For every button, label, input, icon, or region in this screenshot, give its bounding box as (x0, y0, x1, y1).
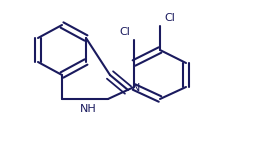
Text: Cl: Cl (119, 27, 130, 37)
Text: Cl: Cl (164, 13, 175, 23)
Text: N: N (132, 83, 140, 93)
Text: NH: NH (80, 105, 96, 114)
